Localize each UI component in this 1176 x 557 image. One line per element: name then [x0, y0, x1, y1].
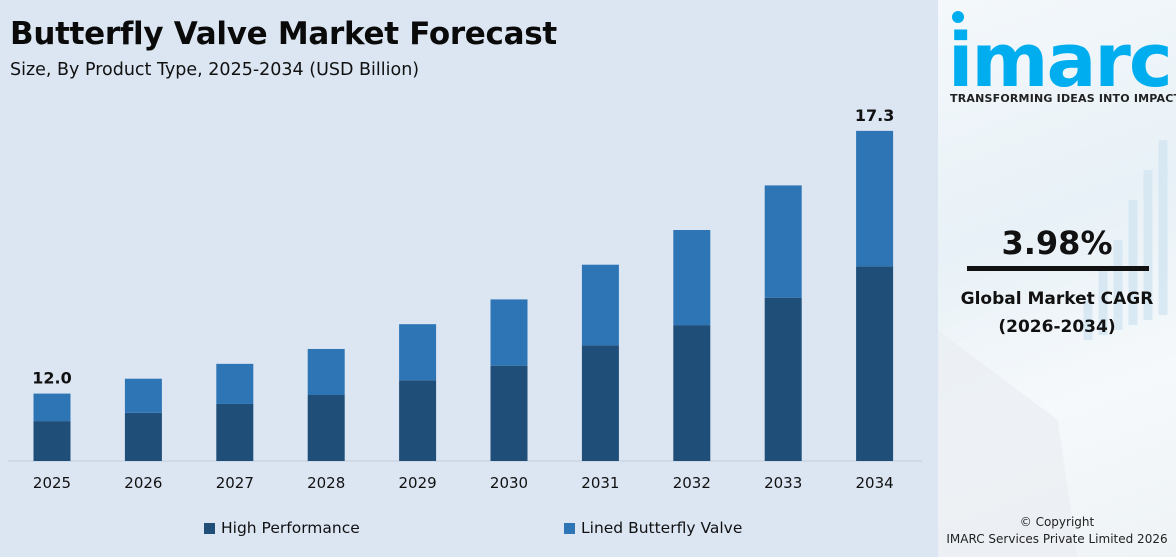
- copyright-line2: IMARC Services Private Limited 2026: [946, 532, 1168, 546]
- bar-2033-series-1: [764, 297, 802, 461]
- bar-chart: 2025 12.0 2026 2027 2028 2029 2030 2031 2032 2033…: [8, 106, 922, 492]
- bar-2033-series-2: [764, 185, 802, 298]
- cagr-value: 3.98%: [1001, 224, 1113, 262]
- bar-2026-series-2: [124, 378, 162, 413]
- bar-2032-series-1: [673, 325, 711, 461]
- cagr-label: Global Market CAGR (2026-2034): [938, 285, 1176, 341]
- x-tick-label: 2025: [33, 474, 71, 492]
- bar-2030-series-2: [490, 299, 528, 366]
- x-tick-label: 2034: [856, 474, 894, 492]
- bar-2030-series-1: [490, 365, 528, 461]
- background-chart-decoration: [938, 140, 1168, 557]
- bar-2034-series-1: [856, 266, 894, 461]
- x-tick-label: 2033: [764, 474, 802, 492]
- copyright: © Copyright IMARC Services Private Limit…: [938, 514, 1176, 548]
- legend-label: High Performance: [221, 519, 360, 537]
- bar-2034-series-2: [856, 130, 894, 267]
- bar-2025-series-2: [33, 393, 71, 422]
- legend-item-high-performance: High Performance: [204, 519, 360, 537]
- imarc-logo: imarc: [948, 11, 1173, 90]
- bar-2029-series-2: [399, 324, 437, 381]
- x-tick-label: 2031: [581, 474, 619, 492]
- bar-2031-series-2: [581, 264, 619, 346]
- x-tick-label: 2027: [216, 474, 254, 492]
- legend-label: Lined Butterfly Valve: [581, 519, 743, 537]
- bar-2027-series-1: [216, 403, 254, 461]
- cagr-period: (2026-2034): [998, 317, 1116, 337]
- bar-2028-series-1: [307, 395, 345, 461]
- sidebar-panel: imarc TRANSFORMING IDEAS INTO IMPACT 3.9…: [938, 0, 1176, 557]
- bar-2029-series-1: [399, 380, 437, 461]
- logo-tagline: TRANSFORMING IDEAS INTO IMPACT: [950, 92, 1176, 105]
- x-tick-label: 2029: [399, 474, 437, 492]
- x-tick-label: 2030: [490, 474, 528, 492]
- legend-swatch: [204, 522, 215, 534]
- bar-2027-series-2: [216, 363, 254, 404]
- legend-swatch: [564, 522, 575, 534]
- legend-item-lined-butterfly-valve: Lined Butterfly Valve: [564, 519, 742, 537]
- cagr-divider: [967, 266, 1149, 271]
- bar-2031-series-1: [581, 345, 619, 461]
- svg-text:imarc: imarc: [948, 18, 1171, 90]
- x-tick-label: 2032: [673, 474, 711, 492]
- chart-title: Butterfly Valve Market Forecast: [10, 16, 557, 52]
- bar-2026-series-1: [124, 412, 162, 461]
- data-label: 12.0: [32, 369, 71, 388]
- bar-2028-series-2: [307, 348, 345, 396]
- cagr-label-text: Global Market CAGR: [960, 289, 1154, 309]
- copyright-line1: © Copyright: [1019, 515, 1095, 529]
- chart-area: Butterfly Valve Market Forecast Size, By…: [8, 16, 922, 537]
- x-tick-label: 2026: [124, 474, 162, 492]
- bar-2025-series-1: [33, 421, 71, 461]
- chart-subtitle: Size, By Product Type, 2025-2034 (USD Bi…: [10, 60, 420, 80]
- bar-2032-series-2: [673, 230, 711, 326]
- data-label: 17.3: [855, 106, 894, 125]
- x-tick-label: 2028: [307, 474, 345, 492]
